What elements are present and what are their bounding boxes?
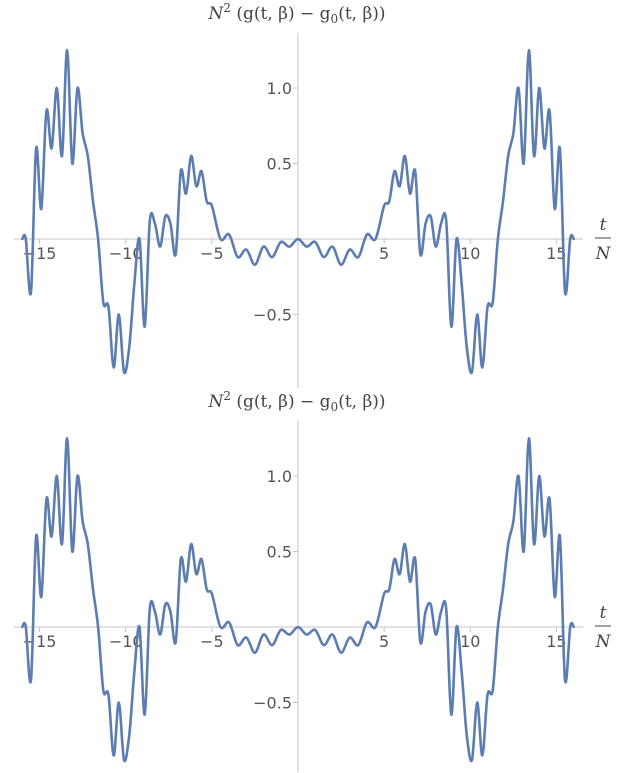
x-tick-label: −5 [200,632,224,651]
series-line [21,436,575,763]
x-tick-label: 15 [546,244,566,263]
chart-title: N2 (g(t, β) − g0(t, β)) [207,1,385,26]
chart-title: N2 (g(t, β) − g0(t, β)) [207,389,385,414]
x-tick-label: 10 [460,632,480,651]
x-ticks: −15 −10 −5 5 10 15 [23,627,567,651]
x-axis-label-denominator: N [595,244,612,264]
x-axis-label-numerator: t [600,215,607,235]
x-tick-label: −15 [23,632,57,651]
x-tick-label: −5 [200,244,224,263]
x-axis-label: t N [595,603,612,652]
x-axis-label: t N [595,215,612,264]
x-tick-label: 10 [460,244,480,263]
y-tick-label: −0.5 [253,694,292,713]
x-tick-label: 15 [546,632,566,651]
x-ticks: −15 −10 −5 5 10 15 [23,239,567,263]
y-tick-label: 0.5 [267,543,292,562]
y-tick-label: −0.5 [253,306,292,325]
x-tick-label: −10 [109,244,143,263]
y-ticks: 1.0 0.5 −0.5 [253,467,298,713]
chart-panel-bottom: N2 (g(t, β) − g0(t, β)) −15 −10 −5 5 10 15 1.… [14,389,612,772]
y-tick-label: 1.0 [267,79,292,98]
y-tick-label: 0.5 [267,155,292,174]
y-tick-label: 1.0 [267,467,292,486]
y-ticks: 1.0 0.5 −0.5 [253,79,298,325]
x-tick-label: −10 [109,632,143,651]
x-axis-label-numerator: t [600,603,607,623]
series-line [21,48,575,375]
x-tick-label: 5 [379,632,389,651]
chart-panel-top: N2 (g(t, β) − g0(t, β)) −15 −10 −5 5 10 15 1.… [14,1,612,388]
x-tick-label: −15 [23,244,57,263]
x-tick-label: 5 [379,244,389,263]
x-axis-label-denominator: N [595,632,612,652]
